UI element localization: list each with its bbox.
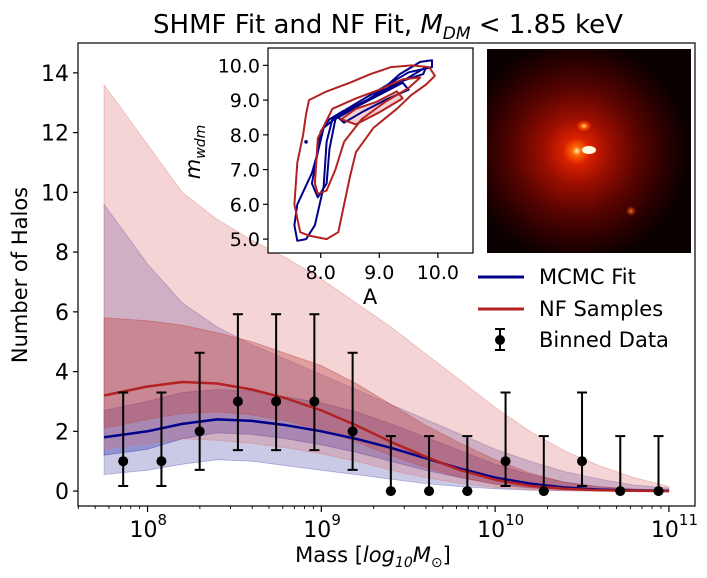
data-point-6	[347, 426, 358, 437]
data-point-4	[271, 396, 282, 407]
inset-x-tick-label-2: 10.0	[417, 262, 459, 284]
y-tick-label-1: 2	[55, 420, 69, 445]
legend-label-nf: NF Samples	[539, 297, 663, 321]
title-sub: DM	[443, 24, 471, 44]
inset-y-tick-label-5: 10.0	[218, 55, 260, 77]
inset-y-tick-label-0: 5.0	[230, 229, 260, 251]
x-label-suffix: ]	[443, 543, 451, 567]
x-tick-label-1: 10	[303, 518, 331, 543]
x-label-var: log	[363, 543, 395, 567]
legend-label-binned: Binned Data	[539, 328, 669, 352]
inset-x-label: A	[363, 285, 378, 309]
contour-nf-level-0	[293, 64, 436, 241]
halo-subhalo-lower	[626, 206, 636, 216]
x-label-sub1: 10	[395, 555, 413, 571]
data-point-5	[309, 396, 320, 407]
y-tick-label-6: 12	[41, 122, 69, 147]
y-tick-label-3: 6	[55, 301, 69, 326]
x-tick-exponent-2: 10	[505, 511, 524, 529]
y-tick-label-5: 10	[41, 181, 69, 206]
data-point-10	[500, 456, 511, 467]
y-tick-label-4: 8	[55, 241, 69, 266]
x-tick-label-2: 10	[477, 518, 505, 543]
halo-subhalo-upper	[576, 120, 592, 132]
x-label-var2: M	[413, 543, 431, 567]
contour-nf-level-1	[313, 76, 422, 195]
y-tick-label-0: 0	[55, 480, 69, 505]
halo-center-core	[582, 146, 596, 154]
inset-halo-image	[487, 49, 691, 253]
x-tick-label-0: 10	[130, 518, 158, 543]
inset-contour-plot: 5.0 6.0 7.0 8.0 9.0 10.0 8.0 9.0 10.0 A mwdm	[181, 47, 474, 309]
inset-y-tick-label-3: 8.0	[230, 125, 260, 147]
inset-background	[268, 48, 473, 253]
legend-label-mcmc: MCMC Fit	[539, 265, 636, 289]
legend-marker-binned	[495, 335, 505, 345]
title-prefix: SHMF Fit and NF Fit,	[153, 10, 420, 40]
data-point-13	[615, 486, 626, 497]
contour-mcmc-level-2	[337, 81, 410, 124]
main-axes-frame	[77, 42, 696, 507]
title-var: M	[420, 10, 442, 40]
data-point-1	[156, 456, 167, 467]
x-tick-label-3: 10	[651, 518, 679, 543]
x-label-sub2: ⊙	[431, 555, 443, 571]
inset-y-label: mwdm	[181, 125, 209, 179]
data-point-14	[653, 486, 664, 497]
contour-mcmc-outlier	[304, 140, 308, 144]
data-point-8	[424, 486, 435, 497]
inset-y-tick-label-1: 6.0	[230, 194, 260, 216]
inset-y-tick-label-4: 9.0	[230, 90, 260, 112]
title-suffix: < 1.85 keV	[471, 10, 624, 40]
y-tick-label-2: 4	[55, 361, 69, 386]
y-tick-label-7: 14	[41, 62, 69, 87]
x-tick-exponent-3: 11	[679, 511, 698, 529]
contour-mcmc-level-1	[310, 66, 428, 199]
data-point-0	[118, 456, 129, 467]
inset-y-label-var: m	[181, 159, 205, 179]
inset-y-tick-label-2: 7.0	[230, 160, 260, 182]
y-axis-label: Number of Halos	[8, 187, 32, 363]
contour-nf-level-2	[340, 90, 404, 126]
x-axis-label: Mass [log10M⊙]	[295, 543, 451, 571]
inset-x-tick-label-1: 9.0	[364, 262, 394, 284]
data-point-12	[577, 456, 588, 467]
data-point-9	[462, 486, 473, 497]
data-point-3	[232, 396, 243, 407]
inset-x-tick-label-0: 8.0	[306, 262, 336, 284]
inset-y-label-sub: wdm	[193, 125, 209, 159]
data-point-7	[385, 486, 396, 497]
x-tick-exponent-0: 8	[158, 511, 168, 529]
data-point-2	[194, 426, 205, 437]
data-point-11	[538, 486, 549, 497]
legend: MCMC Fit NF Samples Binned Data	[478, 265, 669, 352]
x-label-prefix: Mass [	[295, 543, 363, 567]
inset-axes-frame	[267, 47, 474, 254]
chart-title: SHMF Fit and NF Fit, MDM < 1.85 keV	[153, 10, 623, 44]
x-tick-exponent-1: 9	[331, 511, 341, 529]
